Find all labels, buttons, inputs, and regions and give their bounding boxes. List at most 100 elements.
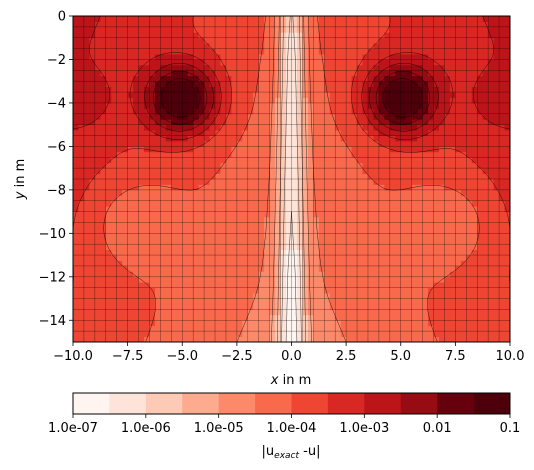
contour-fill-cell — [444, 195, 451, 202]
contour-fill-cell — [100, 54, 107, 60]
contour-fill-cell — [296, 331, 303, 337]
contour-fill-cell — [384, 293, 391, 299]
contour-fill-cell — [83, 276, 90, 283]
contour-fill-cell — [138, 189, 145, 196]
contour-fill-cell — [264, 37, 271, 44]
contour-fill-cell — [329, 140, 336, 147]
contour-fill-cell — [351, 108, 358, 115]
contour-fill-cell — [165, 37, 172, 44]
contour-fill-cell — [116, 282, 123, 289]
contour-fill-cell — [176, 287, 183, 294]
contour-fill-cell — [154, 108, 161, 115]
contour-fill-cell — [400, 189, 407, 196]
contour-fill-cell — [373, 75, 380, 82]
contour-fill-cell — [307, 336, 314, 342]
contour-fill-cell — [89, 81, 96, 88]
contour-fill-cell — [449, 43, 456, 49]
contour-fill-cell — [318, 32, 325, 39]
contour-fill-cell — [258, 16, 265, 22]
contour-fill-cell — [149, 314, 156, 321]
contour-fill-cell — [225, 64, 232, 71]
contour-fill-cell — [389, 189, 396, 196]
contour-fill-cell — [204, 238, 210, 245]
contour-fill-cell — [307, 298, 314, 305]
contour-fill-cell — [422, 238, 429, 245]
contour-fill-cell — [488, 233, 495, 240]
contour-fill-cell — [335, 271, 342, 278]
contour-fill-cell — [83, 189, 90, 196]
contour-fill-cell — [466, 92, 473, 98]
contour-fill-cell — [275, 184, 281, 191]
contour-fill-cell — [504, 282, 510, 289]
contour-fill-cell — [187, 59, 194, 66]
contour-fill-cell — [389, 151, 396, 158]
contour-fill-cell — [247, 92, 254, 98]
contour-fill-cell — [111, 21, 118, 28]
contour-fill-cell — [149, 92, 156, 98]
y-tick-label: −12 — [39, 270, 66, 285]
contour-fill-cell — [111, 124, 118, 131]
contour-fill-cell — [275, 336, 281, 342]
contour-fill-cell — [154, 168, 161, 174]
contour-fill-cell — [417, 151, 423, 158]
contour-fill-cell — [428, 309, 434, 316]
contour-fill-cell — [455, 184, 462, 191]
contour-fill-cell — [154, 135, 161, 142]
contour-fill-cell — [280, 130, 287, 136]
contour-fill-cell — [198, 293, 205, 299]
contour-fill-cell — [378, 244, 385, 251]
contour-fill-cell — [482, 184, 489, 191]
contour-fill-cell — [204, 135, 210, 142]
contour-fill-cell — [357, 249, 363, 256]
contour-fill-cell — [428, 179, 434, 185]
contour-fill-cell — [455, 244, 462, 251]
contour-fill-cell — [504, 244, 510, 251]
contour-fill-cell — [324, 119, 331, 126]
contour-fill-cell — [406, 146, 413, 153]
contour-fill-cell — [231, 102, 238, 109]
contour-fill-cell — [417, 211, 423, 218]
contour-fill-cell — [83, 336, 90, 342]
contour-fill-cell — [433, 54, 440, 60]
contour-fill-cell — [193, 227, 200, 234]
contour-fill-cell — [176, 189, 183, 196]
contour-fill-cell — [466, 97, 473, 104]
contour-fill-cell — [78, 282, 85, 289]
contour-fill-cell — [127, 238, 134, 245]
contour-fill-cell — [422, 16, 429, 22]
y-tick-label: −14 — [39, 314, 66, 329]
contour-fill-cell — [428, 92, 434, 98]
contour-fill-cell — [346, 309, 352, 316]
contour-fill-cell — [111, 336, 118, 342]
contour-fill-cell — [296, 195, 303, 202]
contour-fill-cell — [428, 21, 434, 28]
contour-fill-cell — [313, 108, 320, 115]
contour-fill-cell — [329, 130, 336, 136]
contour-fill-cell — [324, 21, 331, 28]
contour-fill-cell — [176, 314, 183, 321]
contour-fill-cell — [105, 81, 112, 88]
contour-fill-cell — [122, 244, 129, 251]
contour-fill-cell — [444, 255, 451, 261]
contour-fill-cell — [138, 92, 145, 98]
contour-fill-cell — [160, 97, 167, 104]
contour-fill-cell — [171, 48, 178, 55]
contour-fill-cell — [275, 43, 281, 49]
contour-fill-cell — [165, 331, 172, 337]
contour-fill-cell — [253, 151, 260, 158]
contour-fill-cell — [373, 70, 380, 77]
contour-fill-cell — [73, 59, 79, 66]
contour-fill-cell — [428, 108, 434, 115]
contour-fill-cell — [258, 244, 265, 251]
contour-fill-cell — [324, 86, 331, 93]
contour-fill-cell — [100, 189, 107, 196]
contour-fill-cell — [94, 97, 101, 104]
contour-fill-cell — [400, 320, 407, 327]
contour-fill-cell — [182, 217, 189, 223]
contour-fill-cell — [389, 211, 396, 218]
contour-fill-cell — [286, 336, 292, 342]
contour-fill-cell — [280, 314, 287, 321]
contour-fill-cell — [482, 64, 489, 71]
contour-fill-cell — [291, 81, 298, 88]
contour-fill-cell — [504, 287, 510, 294]
